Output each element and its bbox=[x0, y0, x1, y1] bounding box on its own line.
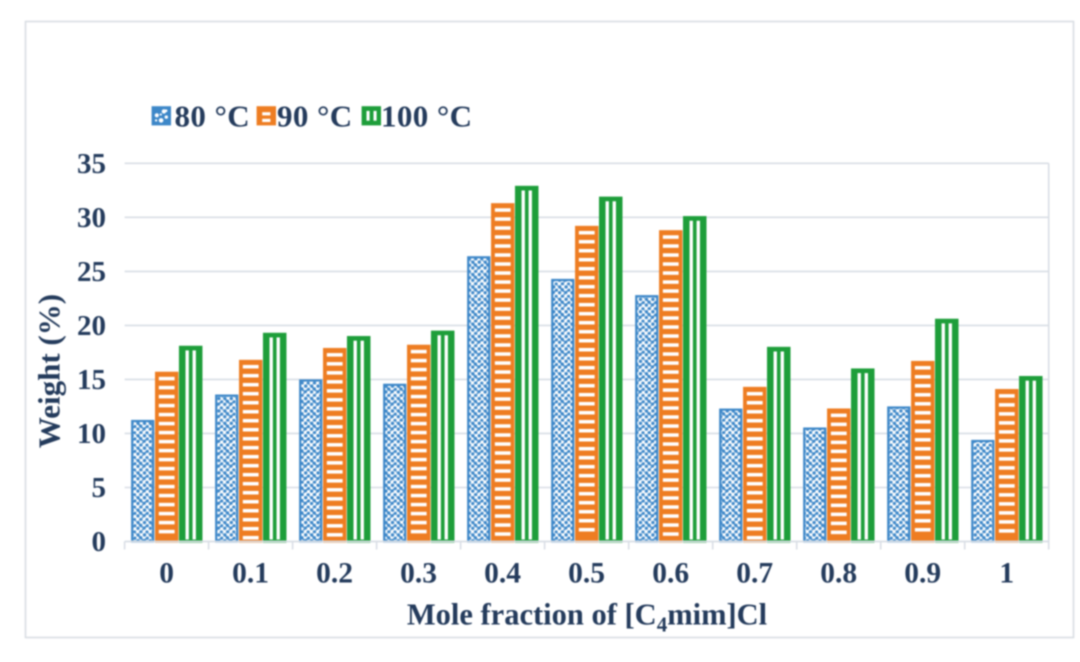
svg-text:5: 5 bbox=[92, 472, 107, 504]
svg-text:0: 0 bbox=[92, 526, 107, 558]
svg-text:0.5: 0.5 bbox=[568, 558, 605, 590]
svg-text:15: 15 bbox=[77, 364, 106, 396]
svg-text:100 °C: 100 °C bbox=[381, 99, 472, 134]
svg-text:0.9: 0.9 bbox=[904, 558, 941, 590]
svg-text:0.2: 0.2 bbox=[316, 558, 353, 590]
svg-text:90 °C: 90 °C bbox=[277, 99, 353, 134]
svg-text:80 °C: 80 °C bbox=[175, 99, 251, 134]
svg-text:Mole fraction of [C4mim]Cl: Mole fraction of [C4mim]Cl bbox=[407, 598, 767, 637]
svg-text:25: 25 bbox=[77, 256, 106, 288]
svg-text:0: 0 bbox=[159, 558, 174, 590]
svg-text:1: 1 bbox=[999, 558, 1014, 590]
svg-text:0.7: 0.7 bbox=[736, 558, 773, 590]
svg-text:35: 35 bbox=[77, 148, 106, 180]
svg-text:0.3: 0.3 bbox=[400, 558, 437, 590]
svg-text:30: 30 bbox=[77, 202, 106, 234]
svg-text:0.4: 0.4 bbox=[484, 558, 521, 590]
svg-text:20: 20 bbox=[77, 310, 106, 342]
svg-text:0.1: 0.1 bbox=[232, 558, 269, 590]
svg-text:0.8: 0.8 bbox=[820, 558, 857, 590]
svg-text:10: 10 bbox=[77, 418, 106, 450]
svg-text:Weight (%): Weight (%) bbox=[32, 294, 67, 448]
svg-text:0.6: 0.6 bbox=[652, 558, 689, 590]
